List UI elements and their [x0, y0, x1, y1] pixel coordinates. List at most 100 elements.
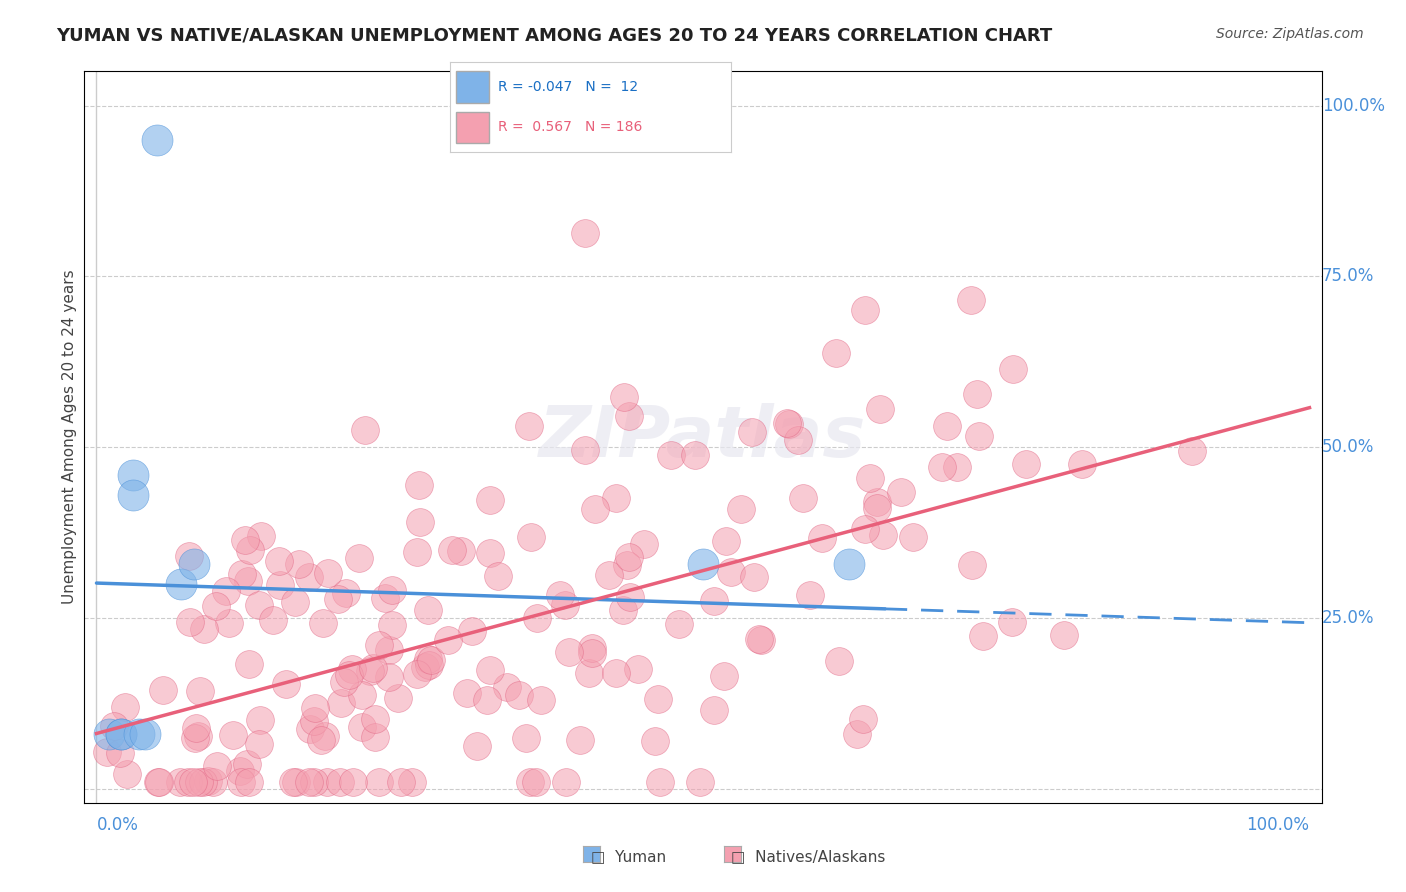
Point	[389, 775, 412, 789]
Point	[315, 775, 337, 789]
Point	[1015, 457, 1038, 471]
Point	[554, 599, 576, 613]
Point	[605, 491, 627, 506]
Point	[350, 720, 373, 734]
Point	[387, 690, 409, 705]
Point	[337, 668, 360, 682]
Point	[478, 493, 501, 508]
Point	[845, 727, 868, 741]
Point	[605, 665, 627, 680]
Point	[409, 515, 432, 529]
Point	[478, 546, 501, 560]
Point	[326, 591, 349, 606]
Point	[720, 566, 742, 580]
Point	[742, 570, 765, 584]
Point	[249, 713, 271, 727]
Point	[231, 775, 253, 789]
Point	[250, 529, 273, 543]
Point	[555, 775, 578, 789]
Point	[205, 599, 228, 613]
Point	[616, 558, 638, 572]
Point	[188, 684, 211, 698]
Point	[647, 691, 669, 706]
Point	[191, 775, 214, 789]
Point	[619, 409, 641, 424]
Point	[298, 570, 321, 584]
Point	[1001, 361, 1024, 376]
Point	[792, 491, 814, 506]
Point	[778, 417, 800, 431]
Point	[416, 603, 439, 617]
Point	[486, 569, 509, 583]
Point	[776, 416, 799, 430]
Point	[287, 557, 309, 571]
Text: R = -0.047   N =  12: R = -0.047 N = 12	[498, 79, 638, 94]
Text: 0.0%: 0.0%	[97, 816, 138, 835]
Point	[869, 401, 891, 416]
Point	[239, 542, 262, 557]
Point	[730, 502, 752, 516]
Point	[568, 733, 591, 747]
Point	[465, 739, 488, 753]
Point	[276, 676, 298, 690]
Text: 100.0%: 100.0%	[1247, 816, 1309, 835]
Point	[1071, 457, 1094, 471]
Point	[683, 448, 706, 462]
Point	[648, 775, 671, 789]
Point	[416, 652, 439, 666]
Point	[381, 582, 404, 597]
Point	[368, 775, 391, 789]
Point	[574, 226, 596, 240]
Point	[612, 603, 634, 617]
Point	[519, 418, 541, 433]
Point	[583, 502, 606, 516]
Point	[749, 632, 772, 647]
Point	[633, 537, 655, 551]
Point	[146, 775, 169, 789]
Point	[342, 775, 364, 789]
Point	[852, 712, 875, 726]
Point	[617, 549, 640, 564]
Text: YUMAN VS NATIVE/ALASKAN UNEMPLOYMENT AMONG AGES 20 TO 24 YEARS CORRELATION CHART: YUMAN VS NATIVE/ALASKAN UNEMPLOYMENT AMO…	[56, 27, 1053, 45]
Point	[215, 584, 238, 599]
Point	[298, 775, 321, 789]
Point	[184, 731, 207, 745]
Point	[329, 775, 352, 789]
Point	[859, 471, 882, 485]
Point	[97, 727, 120, 741]
Point	[207, 759, 229, 773]
Point	[548, 588, 571, 602]
Y-axis label: Unemployment Among Ages 20 to 24 years: Unemployment Among Ages 20 to 24 years	[62, 269, 77, 605]
Point	[364, 712, 387, 726]
Point	[238, 657, 260, 672]
Point	[170, 577, 193, 591]
Point	[526, 611, 548, 625]
Point	[574, 443, 596, 458]
Point	[316, 566, 339, 580]
Point	[661, 448, 683, 462]
Point	[519, 775, 541, 789]
Point	[558, 645, 581, 659]
Point	[110, 727, 132, 741]
Point	[901, 531, 924, 545]
Point	[810, 532, 832, 546]
Point	[461, 624, 484, 638]
Point	[134, 727, 156, 741]
Point	[520, 530, 543, 544]
Point	[714, 533, 737, 548]
Point	[748, 632, 770, 646]
FancyBboxPatch shape	[456, 71, 489, 103]
Point	[437, 633, 460, 648]
Point	[115, 767, 138, 781]
Text: R =  0.567   N = 186: R = 0.567 N = 186	[498, 120, 643, 134]
Point	[235, 533, 257, 548]
Point	[703, 594, 725, 608]
Point	[419, 653, 441, 667]
Point	[581, 640, 603, 655]
Point	[627, 662, 650, 676]
Point	[1181, 443, 1204, 458]
Point	[269, 554, 291, 568]
Text: 50.0%: 50.0%	[1322, 438, 1374, 457]
Point	[181, 775, 204, 789]
Point	[340, 661, 363, 675]
